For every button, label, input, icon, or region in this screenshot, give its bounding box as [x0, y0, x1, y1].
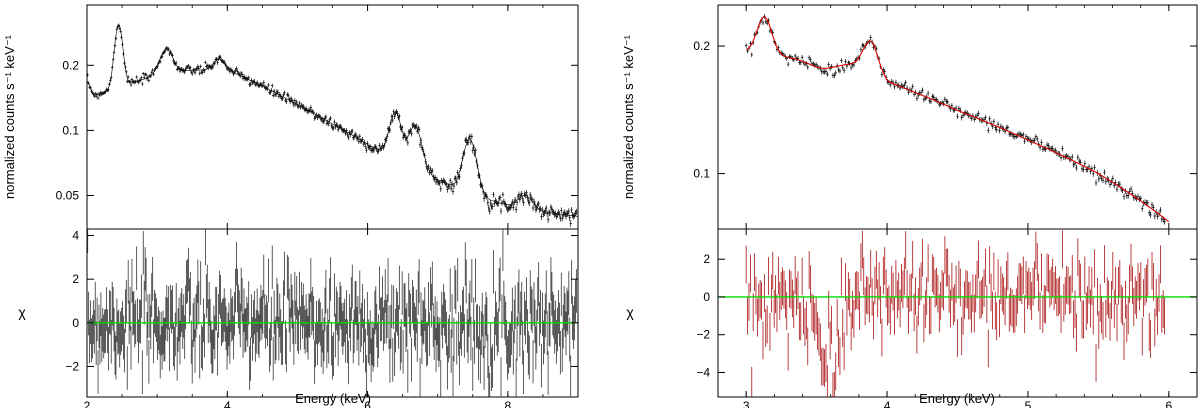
residual-axis-label: χ — [626, 304, 634, 320]
residual-tick-label: 4 — [72, 229, 79, 243]
residual-tick-label: 2 — [703, 252, 710, 266]
residual-tick-label: −2 — [65, 359, 79, 373]
residual-plot-frame — [717, 228, 1198, 398]
residual-tick-label: 2 — [72, 272, 79, 286]
y-axis-label: normalized counts s⁻¹ keV⁻¹ — [2, 34, 17, 199]
model-curve — [86, 24, 579, 217]
y-axis-label: normalized counts s⁻¹ keV⁻¹ — [621, 34, 636, 199]
residual-tick-label: −2 — [696, 328, 710, 342]
residual-series — [745, 230, 1166, 397]
x-tick-label: 6 — [364, 399, 371, 408]
spectrum-data-series — [744, 14, 1166, 225]
left-spectrum-panel: 2 4 6 8 0.05 0.1 0.2 −2 0 2 4 Energy (keV) normalize… — [2, 4, 579, 408]
residual-series — [87, 229, 577, 397]
x-tick-label: 4 — [884, 399, 891, 408]
x-tick-label: 3 — [743, 399, 750, 408]
x-tick-label: 8 — [505, 399, 512, 408]
y-tick-label: 0.2 — [62, 58, 79, 72]
residual-axis-label: χ — [18, 304, 26, 320]
y-tick-label: 0.1 — [62, 123, 79, 137]
y-tick-label: 0.2 — [693, 39, 710, 53]
x-tick-label: 6 — [1165, 399, 1172, 408]
spectrum-plot-frame — [86, 4, 579, 230]
right-spectrum-panel: 3 4 5 6 0.1 0.2 −4 −2 0 2 Energy (keV) normalized c… — [621, 4, 1198, 408]
x-tick-label: 5 — [1025, 399, 1032, 408]
residual-tick-label: 0 — [703, 290, 710, 304]
x-tick-label: 2 — [84, 399, 91, 408]
y-tick-label: 0.05 — [56, 188, 80, 202]
residual-tick-label: −4 — [696, 365, 710, 379]
x-tick-label: 4 — [224, 399, 231, 408]
spectrum-data-series — [86, 23, 578, 227]
model-curve — [746, 16, 1170, 223]
residual-tick-label: 0 — [72, 316, 79, 330]
x-axis-label: Energy (keV) — [295, 391, 371, 406]
y-tick-label: 0.1 — [693, 167, 710, 181]
x-axis-label: Energy (keV) — [919, 391, 995, 406]
